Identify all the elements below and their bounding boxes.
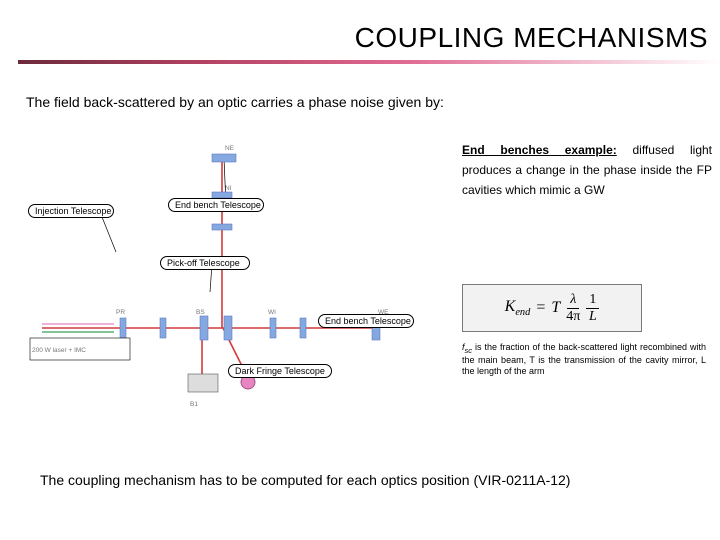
footer-text: The coupling mechanism has to be compute…	[40, 472, 570, 488]
formula-equals: =	[536, 299, 545, 317]
intro-text: The field back-scattered by an optic car…	[26, 94, 444, 110]
example-heading: End benches example:	[462, 143, 617, 157]
page-title: COUPLING MECHANISMS	[355, 22, 708, 54]
formula-K: Kend	[505, 298, 531, 318]
label-pickoff-telescope: Pick-off Telescope	[160, 256, 250, 270]
title-underline	[18, 60, 720, 64]
svg-text:B1: B1	[190, 401, 198, 408]
title-rest: OUPLING MECHANISMS	[375, 22, 708, 53]
svg-text:NI: NI	[225, 185, 232, 192]
diagram-svg: NENIPRBSWIWEB1200 W laser + IMC	[24, 130, 454, 430]
coupling-formula: Kend = T λ 4π 1 L	[462, 284, 642, 332]
svg-text:PR: PR	[116, 309, 125, 316]
label-injection-telescope: Injection Telescope	[28, 204, 114, 218]
right-column: End benches example: diffused light prod…	[462, 140, 712, 378]
svg-text:200 W laser + IMC: 200 W laser + IMC	[32, 347, 86, 354]
svg-text:WI: WI	[268, 309, 276, 316]
label-dark-fringe-telescope: Dark Fringe Telescope	[228, 364, 332, 378]
formula-eq: Kend = T λ 4π 1 L	[505, 293, 600, 324]
formula-frac2: 1 L	[586, 293, 599, 324]
formula-T: T	[551, 299, 560, 317]
example-paragraph: End benches example: diffused light prod…	[462, 140, 712, 200]
title-lead: C	[355, 22, 376, 53]
label-end-bench-north: End bench Telescope	[168, 198, 264, 212]
formula-frac1: λ 4π	[566, 293, 580, 324]
svg-text:BS: BS	[196, 309, 205, 316]
label-end-bench-west: End bench Telescope	[318, 314, 414, 328]
formula-caption: fsc is the fraction of the back-scattere…	[462, 342, 706, 378]
interferometer-diagram: NENIPRBSWIWEB1200 W laser + IMC Injectio…	[24, 130, 454, 430]
svg-text:NE: NE	[225, 145, 235, 152]
